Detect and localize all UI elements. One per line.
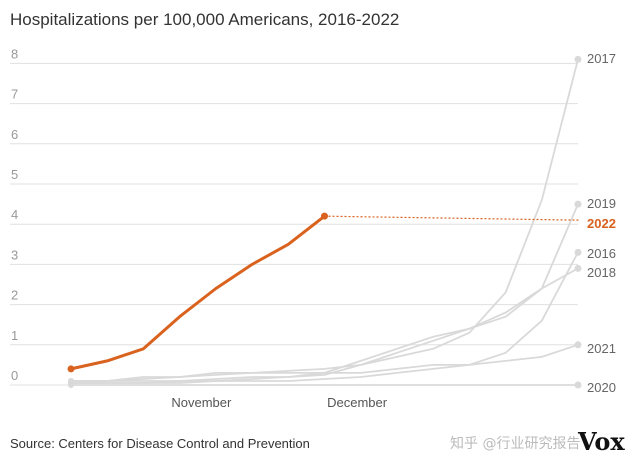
series-label-2017: 2017	[587, 51, 616, 66]
y-axis-ticks: 0 1 2 3 4 5 6 7 8	[11, 46, 18, 383]
source-note: Source: Centers for Disease Control and …	[10, 436, 310, 451]
y-tick-label: 2	[11, 288, 18, 303]
series-label-2022: 2022	[587, 216, 616, 231]
vox-logo: Vox	[578, 427, 625, 456]
watermark: 知乎 @行业研究报告	[450, 436, 581, 452]
y-tick-label: 8	[11, 46, 18, 61]
series-line-2022	[69, 214, 326, 371]
chart-title: Hospitalizations per 100,000 Americans, …	[10, 10, 400, 29]
series-label-2019: 2019	[587, 196, 616, 211]
y-tick-label: 5	[11, 167, 18, 182]
x-tick-label: December	[327, 395, 388, 410]
series-end-dot-2021	[574, 341, 582, 349]
projection-line-2022	[324, 215, 581, 221]
series-end-dot-2019	[574, 200, 582, 208]
series-end-dot-2020	[574, 381, 582, 389]
series-line-2017	[70, 58, 579, 382]
series-start-dot-2022	[67, 365, 75, 373]
y-tick-label: 3	[11, 247, 18, 262]
series-end-dot-2017	[574, 55, 582, 63]
series-end-dot-2018	[574, 264, 582, 272]
x-axis-ticks: November December	[171, 395, 387, 410]
y-tick-label: 6	[11, 127, 18, 142]
series-line-2021	[70, 343, 579, 382]
y-tick-label: 4	[11, 207, 18, 222]
series-start-dot-2020	[68, 382, 74, 388]
gridlines	[10, 62, 578, 386]
y-tick-label: 1	[11, 328, 18, 343]
series-label-2020: 2020	[587, 380, 616, 395]
series-label-2018: 2018	[587, 265, 616, 280]
y-tick-label: 0	[11, 368, 18, 383]
series-line-2018	[70, 267, 579, 384]
x-tick-label: November	[171, 395, 232, 410]
series-label-2016: 2016	[587, 246, 616, 261]
series-label-2021: 2021	[587, 341, 616, 356]
series-labels: 2017 2019 2016 2018 2021 2020 2022	[587, 51, 616, 395]
series-lines	[67, 55, 582, 389]
y-tick-label: 7	[11, 87, 18, 102]
series-line-2019	[70, 203, 579, 384]
series-end-dot-2016	[574, 248, 582, 256]
